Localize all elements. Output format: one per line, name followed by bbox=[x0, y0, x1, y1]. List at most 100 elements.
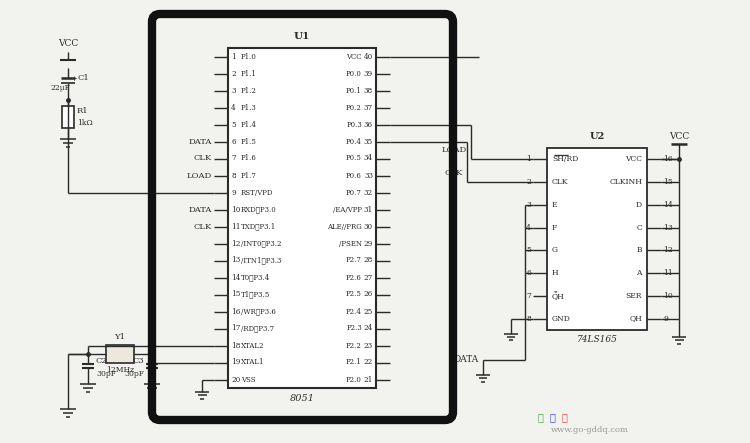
Text: CLK: CLK bbox=[194, 222, 212, 230]
Text: 27: 27 bbox=[364, 273, 373, 281]
Text: /EA/VPP: /EA/VPP bbox=[333, 206, 362, 214]
Text: +: + bbox=[70, 75, 76, 83]
Text: P0.2: P0.2 bbox=[346, 104, 362, 112]
Text: ALE//PRG: ALE//PRG bbox=[327, 222, 362, 230]
Text: P1.5: P1.5 bbox=[241, 137, 256, 145]
Text: QH: QH bbox=[629, 315, 642, 323]
Text: 6: 6 bbox=[231, 137, 236, 145]
Text: C: C bbox=[636, 224, 642, 232]
Text: 8051: 8051 bbox=[290, 394, 314, 403]
Text: 16: 16 bbox=[231, 307, 240, 315]
Text: 35: 35 bbox=[364, 137, 373, 145]
Text: 9: 9 bbox=[231, 189, 236, 197]
Text: R1: R1 bbox=[77, 107, 88, 115]
Text: 5: 5 bbox=[526, 246, 531, 254]
Text: 25: 25 bbox=[364, 307, 373, 315]
Text: P2.7: P2.7 bbox=[346, 256, 362, 264]
Text: P0.5: P0.5 bbox=[346, 155, 362, 163]
Text: 30pF: 30pF bbox=[124, 370, 144, 378]
Text: LOAD: LOAD bbox=[187, 171, 212, 179]
Bar bbox=[547, 148, 647, 330]
Text: 26: 26 bbox=[364, 291, 373, 299]
Text: P2.3: P2.3 bbox=[346, 325, 362, 333]
Text: VCC: VCC bbox=[58, 39, 78, 48]
Text: 29: 29 bbox=[364, 240, 373, 248]
Text: 4: 4 bbox=[526, 224, 531, 232]
Text: 2: 2 bbox=[526, 178, 531, 186]
Text: P1.7: P1.7 bbox=[241, 171, 256, 179]
Text: 28: 28 bbox=[364, 256, 373, 264]
Text: 图: 图 bbox=[561, 413, 567, 423]
Text: 36: 36 bbox=[364, 120, 373, 128]
Text: VSS: VSS bbox=[241, 376, 256, 384]
Text: 23: 23 bbox=[364, 342, 373, 350]
Text: 路: 路 bbox=[549, 413, 555, 423]
Text: 33: 33 bbox=[364, 171, 373, 179]
Text: /RD、P3.7: /RD、P3.7 bbox=[241, 325, 274, 333]
Text: P1.3: P1.3 bbox=[241, 104, 256, 112]
Text: 10: 10 bbox=[231, 206, 240, 214]
Text: 3: 3 bbox=[231, 86, 236, 94]
Text: P1.2: P1.2 bbox=[241, 86, 256, 94]
Text: 7: 7 bbox=[526, 292, 531, 300]
Text: 10: 10 bbox=[663, 292, 673, 300]
Text: A: A bbox=[637, 269, 642, 277]
Text: /ITN1、P3.3: /ITN1、P3.3 bbox=[241, 256, 281, 264]
Text: QH: QH bbox=[552, 292, 565, 300]
Text: 3: 3 bbox=[526, 201, 531, 209]
Text: 14: 14 bbox=[231, 273, 240, 281]
Text: CLK: CLK bbox=[552, 178, 568, 186]
Text: 17: 17 bbox=[231, 325, 240, 333]
Bar bbox=[106, 345, 134, 363]
Text: CLK: CLK bbox=[194, 155, 212, 163]
Text: 12: 12 bbox=[663, 246, 673, 254]
Text: Y1: Y1 bbox=[115, 333, 125, 341]
Text: /PSEN: /PSEN bbox=[339, 240, 362, 248]
Text: 34: 34 bbox=[364, 155, 373, 163]
Text: 12MHz: 12MHz bbox=[106, 366, 134, 374]
Text: VCC: VCC bbox=[669, 132, 689, 141]
Text: 1: 1 bbox=[231, 53, 236, 61]
Text: 11: 11 bbox=[663, 269, 673, 277]
Text: 19: 19 bbox=[231, 358, 240, 366]
Text: T1、P3.5: T1、P3.5 bbox=[241, 291, 270, 299]
Text: CLK: CLK bbox=[445, 169, 463, 177]
Text: C2: C2 bbox=[96, 357, 108, 365]
Text: RXD、P3.0: RXD、P3.0 bbox=[241, 206, 277, 214]
Text: G: G bbox=[552, 246, 558, 254]
Text: P2.6: P2.6 bbox=[346, 273, 362, 281]
Text: 22: 22 bbox=[364, 358, 373, 366]
Text: 电: 电 bbox=[537, 413, 543, 423]
Text: P0.4: P0.4 bbox=[346, 137, 362, 145]
Text: 15: 15 bbox=[231, 291, 240, 299]
Text: P2.5: P2.5 bbox=[346, 291, 362, 299]
Text: VCC: VCC bbox=[625, 155, 642, 163]
Text: 5: 5 bbox=[231, 120, 236, 128]
Text: SH/RD: SH/RD bbox=[552, 155, 578, 163]
Text: 37: 37 bbox=[364, 104, 373, 112]
Text: 32: 32 bbox=[364, 189, 373, 197]
Text: 16: 16 bbox=[663, 155, 673, 163]
Text: 8: 8 bbox=[231, 171, 236, 179]
Text: 30pF: 30pF bbox=[96, 370, 116, 378]
Text: XTAL2: XTAL2 bbox=[241, 342, 265, 350]
Text: 21: 21 bbox=[364, 376, 373, 384]
Text: SER: SER bbox=[626, 292, 642, 300]
Text: U2: U2 bbox=[590, 132, 604, 141]
Text: P1.1: P1.1 bbox=[241, 70, 256, 78]
Text: U1: U1 bbox=[294, 32, 310, 41]
Text: 24: 24 bbox=[364, 325, 373, 333]
Text: 9: 9 bbox=[663, 315, 668, 323]
Text: H: H bbox=[552, 269, 559, 277]
Text: P2.1: P2.1 bbox=[346, 358, 362, 366]
Text: 74LS165: 74LS165 bbox=[577, 335, 617, 344]
Text: 20: 20 bbox=[231, 376, 240, 384]
Text: 11: 11 bbox=[231, 222, 241, 230]
Text: P1.4: P1.4 bbox=[241, 120, 256, 128]
Text: 22μF: 22μF bbox=[50, 84, 70, 92]
Text: 30: 30 bbox=[364, 222, 373, 230]
Text: 18: 18 bbox=[231, 342, 240, 350]
Text: DATA: DATA bbox=[189, 137, 212, 145]
Text: RST/VPD: RST/VPD bbox=[241, 189, 273, 197]
Text: GND: GND bbox=[552, 315, 571, 323]
